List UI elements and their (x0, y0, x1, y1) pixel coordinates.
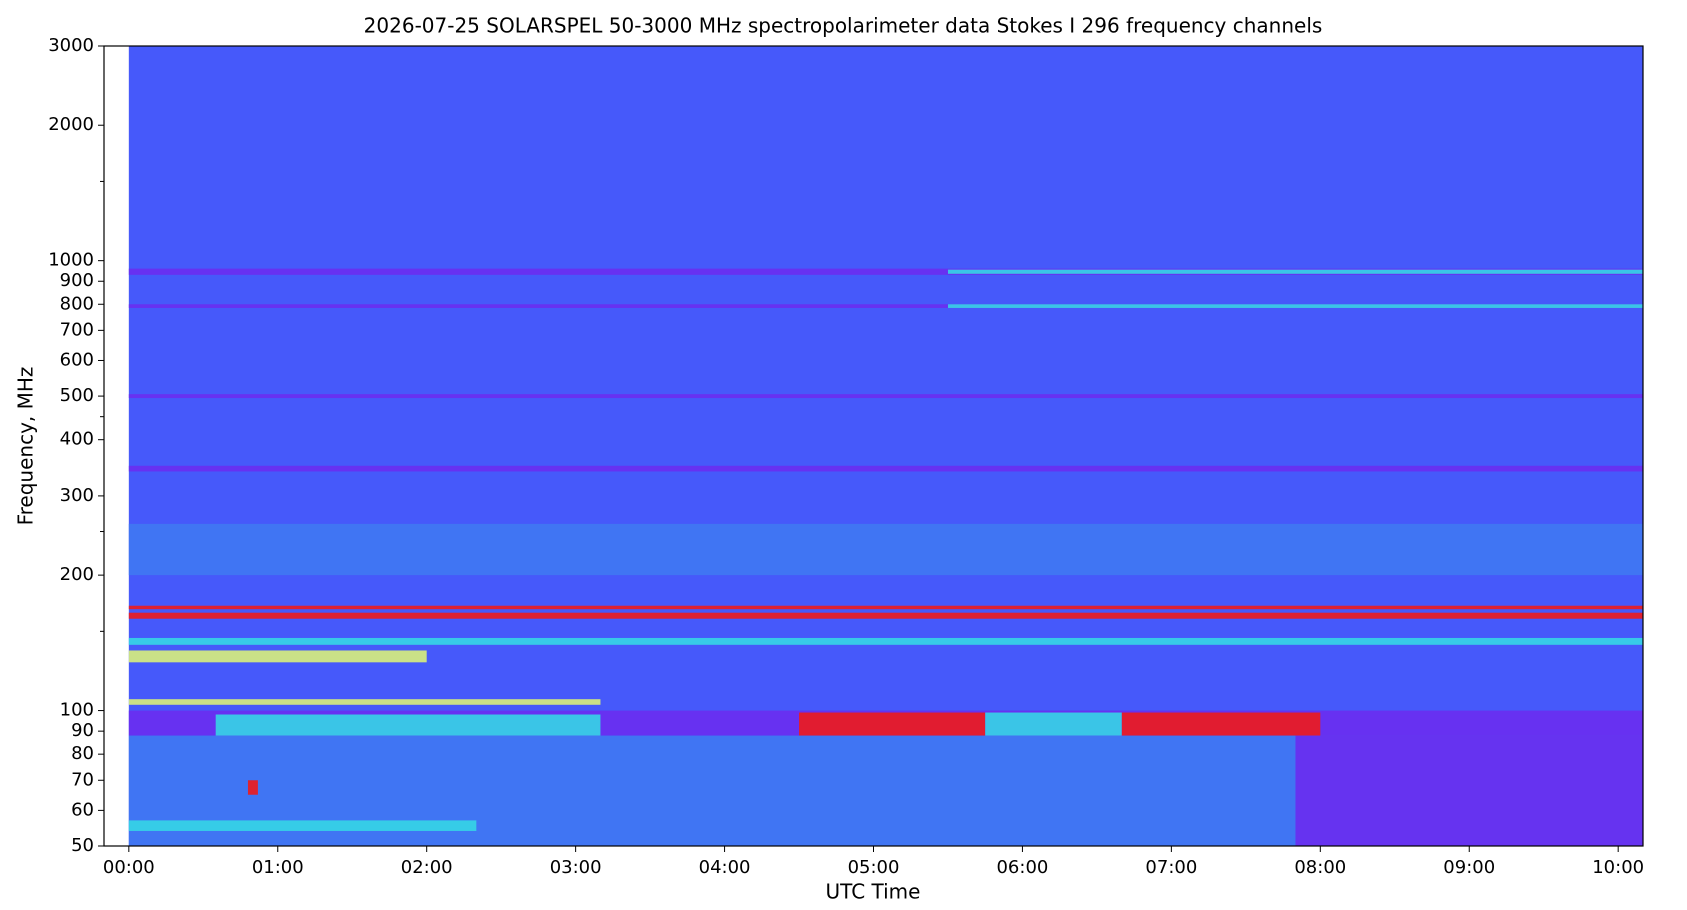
x-tick-label: 06:00 (996, 857, 1048, 878)
spectral-region (128, 304, 1643, 308)
x-tick-label: 02:00 (401, 857, 453, 878)
x-tick-label: 05:00 (848, 857, 900, 878)
y-tick-label: 600 (60, 349, 94, 370)
x-tick-label: 08:00 (1294, 857, 1346, 878)
x-tick-label: 09:00 (1443, 857, 1495, 878)
y-tick-label: 100 (60, 700, 94, 721)
y-tick-label: 400 (60, 429, 94, 450)
spectral-region (128, 268, 1643, 275)
spectral-region (985, 712, 1122, 736)
spectral-region (1295, 735, 1643, 846)
x-tick-label: 04:00 (699, 857, 751, 878)
spectral-region (128, 465, 1643, 472)
y-tick-label: 1000 (48, 250, 94, 271)
spectral-region (128, 523, 1643, 576)
x-axis-label: UTC Time (826, 880, 921, 904)
y-tick-label: 60 (71, 799, 94, 820)
spectral-region (128, 394, 1643, 399)
chart-title: 2026-07-25 SOLARSPEL 50-3000 MHz spectro… (364, 14, 1323, 38)
spectral-region (247, 780, 258, 795)
y-tick-label: 70 (71, 769, 94, 790)
spectral-region (215, 714, 601, 736)
spectral-region (1121, 712, 1321, 736)
y-tick-label: 900 (60, 270, 94, 291)
spectral-region (128, 612, 1643, 619)
y-tick-label: 800 (60, 293, 94, 314)
spectral-region (947, 269, 1643, 274)
y-tick-label: 3000 (48, 35, 94, 56)
spectral-region (947, 304, 1643, 308)
y-tick-label: 300 (60, 485, 94, 506)
y-tick-label: 90 (71, 720, 94, 741)
y-tick-label: 200 (60, 564, 94, 585)
x-tick-label: 07:00 (1145, 857, 1197, 878)
y-tick-label: 700 (60, 319, 94, 340)
y-axis-label: Frequency, MHz (14, 367, 38, 526)
x-tick-label: 01:00 (252, 857, 304, 878)
x-tick-label: 10:00 (1592, 857, 1644, 878)
x-tick-label: 00:00 (103, 857, 155, 878)
y-tick-label: 500 (60, 385, 94, 406)
x-tick-label: 03:00 (550, 857, 602, 878)
spectral-region (128, 650, 427, 663)
y-tick-label: 80 (71, 743, 94, 764)
spectral-region (128, 699, 601, 705)
spectral-region (128, 637, 1643, 645)
y-tick-label: 50 (71, 835, 94, 856)
spectral-region (128, 820, 477, 831)
spectral-region (799, 712, 986, 736)
y-tick-label: 2000 (48, 114, 94, 135)
spectral-region (128, 605, 1643, 610)
